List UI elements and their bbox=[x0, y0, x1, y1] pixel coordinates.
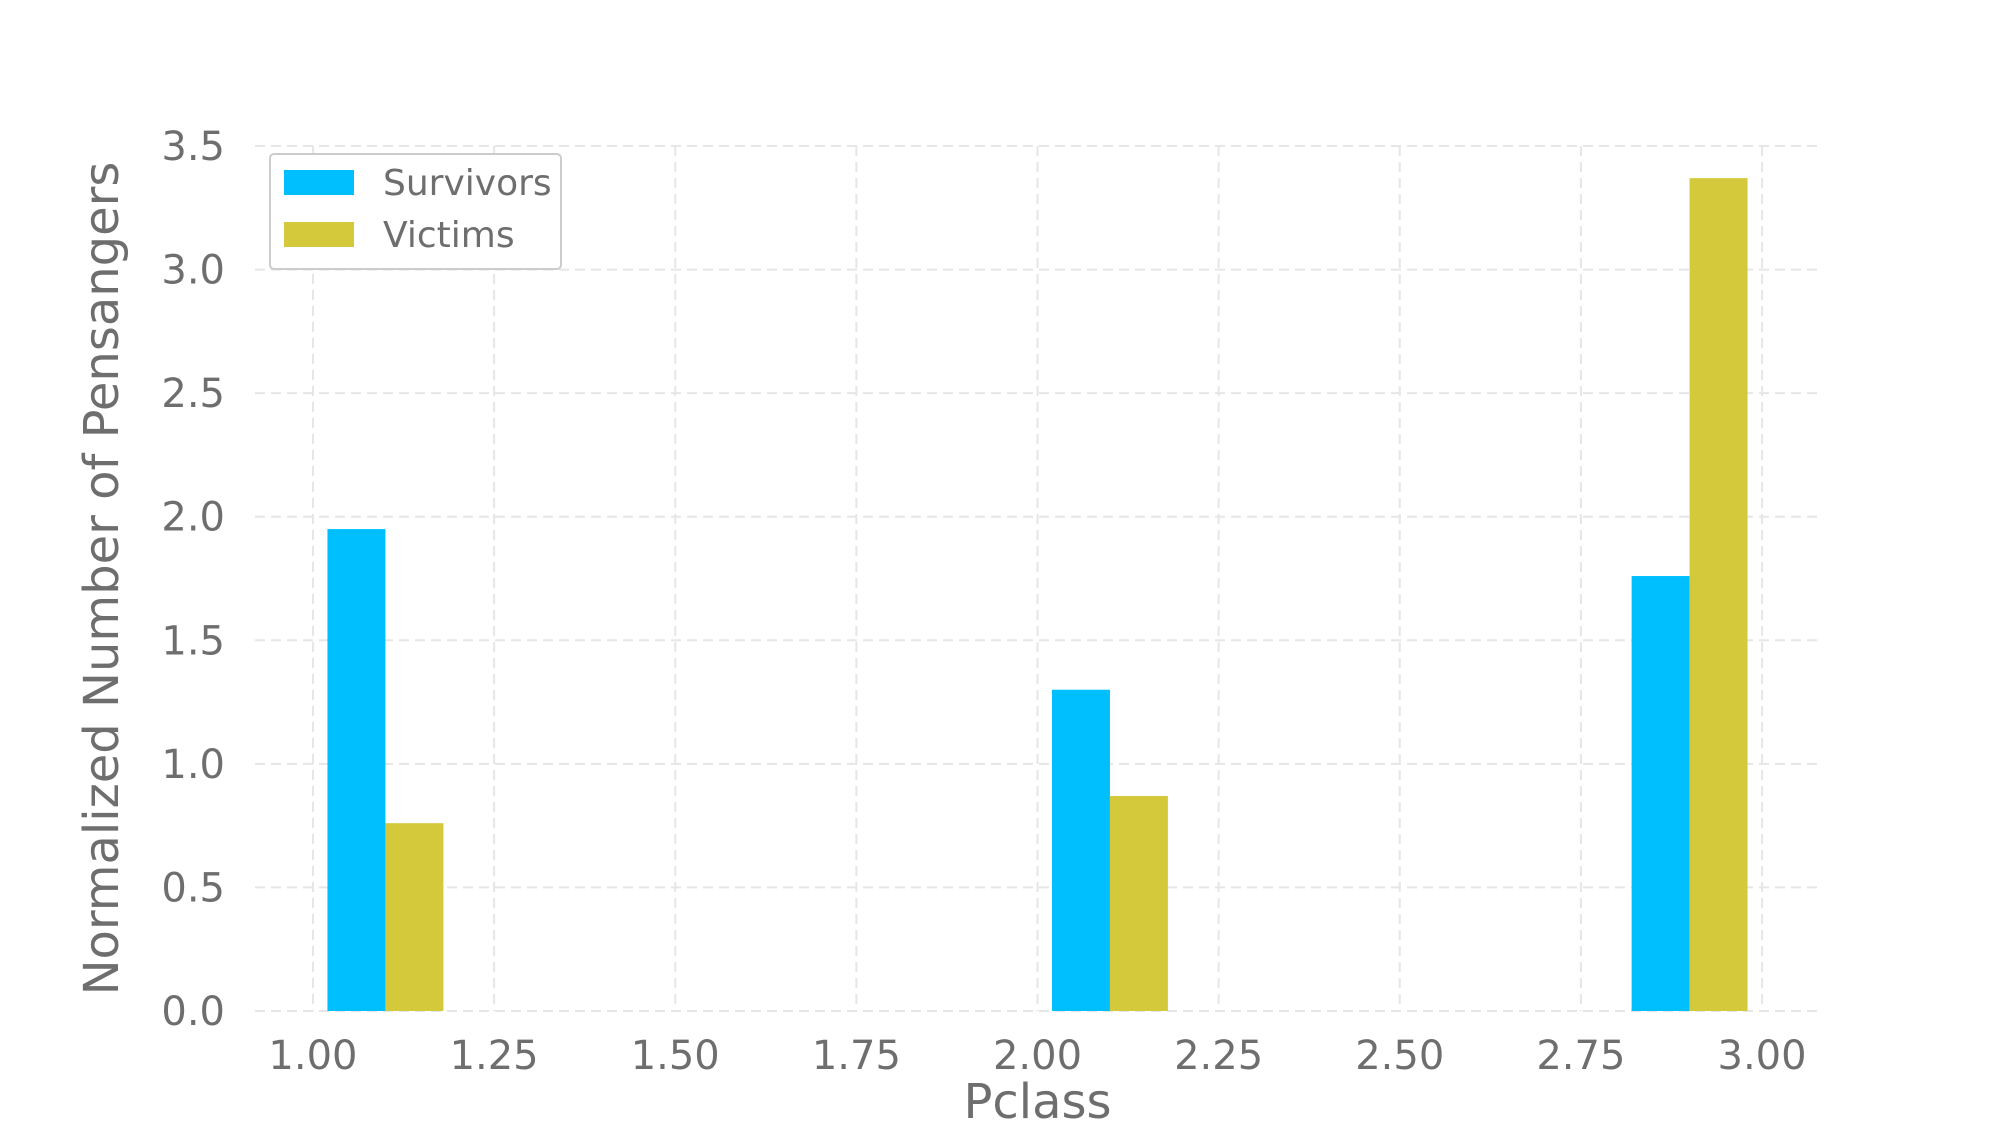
x-tick-label: 2.50 bbox=[1355, 1033, 1444, 1079]
bar-survivors-1 bbox=[327, 529, 386, 1011]
y-tick-label: 1.5 bbox=[161, 618, 225, 664]
bar-victims-3 bbox=[1689, 178, 1748, 1012]
bar-victims-2 bbox=[1109, 795, 1168, 1011]
legend-swatch-victims bbox=[284, 222, 354, 247]
bar-survivors-3 bbox=[1631, 576, 1690, 1011]
bar-victims-1 bbox=[385, 823, 444, 1011]
legend-label-victims: Victims bbox=[383, 215, 515, 256]
x-tick-label: 1.75 bbox=[812, 1033, 901, 1079]
y-tick-label: 2.0 bbox=[161, 495, 225, 541]
ticks-layer: 0.0 0.5 1.0 1.5 2.0 2.5 3.0 3.5 1.00 1.25 1.50 1.75… bbox=[161, 124, 1806, 1079]
grid-layer bbox=[255, 145, 1820, 1012]
y-tick-label: 0.5 bbox=[161, 865, 225, 911]
y-tick-label: 0.0 bbox=[161, 989, 225, 1035]
x-tick-label: 2.00 bbox=[993, 1033, 1082, 1079]
y-tick-label: 3.0 bbox=[161, 248, 225, 294]
bar-survivors-2 bbox=[1051, 689, 1110, 1011]
y-axis-title: Normalized Number of Pensangers bbox=[74, 162, 130, 996]
bars-layer bbox=[327, 178, 1748, 1012]
x-tick-label: 3.00 bbox=[1718, 1033, 1807, 1079]
y-tick-label: 1.0 bbox=[161, 742, 225, 788]
legend: Survivors Victims bbox=[269, 153, 562, 270]
x-tick-label: 1.25 bbox=[450, 1033, 539, 1079]
x-tick-label: 1.50 bbox=[631, 1033, 720, 1079]
x-tick-label: 1.00 bbox=[268, 1033, 357, 1079]
x-tick-label: 2.75 bbox=[1536, 1033, 1625, 1079]
y-tick-label: 2.5 bbox=[161, 371, 225, 417]
legend-swatch-survivors bbox=[284, 170, 354, 195]
x-axis-title: Pclass bbox=[963, 1074, 1111, 1125]
legend-label-survivors: Survivors bbox=[383, 163, 552, 204]
x-tick-label: 2.25 bbox=[1174, 1033, 1263, 1079]
y-tick-label: 3.5 bbox=[161, 124, 225, 170]
